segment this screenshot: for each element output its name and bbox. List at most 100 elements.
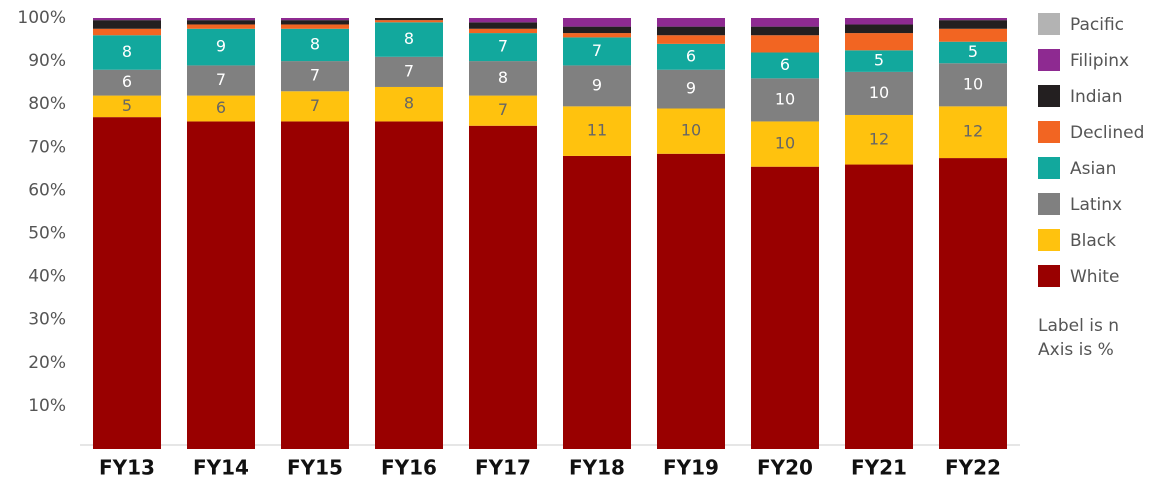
bar-segment <box>187 20 255 25</box>
bar-segment <box>375 18 443 21</box>
bar-segment <box>469 61 537 96</box>
y-tick-label: 30% <box>28 310 66 330</box>
bar-segment <box>563 65 631 107</box>
bar-segment <box>751 121 819 167</box>
x-tick-label: FY15 <box>287 456 343 480</box>
bar-segment <box>469 95 537 126</box>
x-tick-label: FY21 <box>851 456 907 480</box>
bar-segment <box>375 20 443 23</box>
bar-segment <box>469 22 537 29</box>
bar-segment <box>375 86 443 122</box>
data-label: 7 <box>310 66 320 85</box>
legend-label: Declined <box>1070 123 1144 143</box>
bar-segment <box>563 33 631 38</box>
y-tick-label: 60% <box>28 180 66 200</box>
bar-segment <box>657 18 725 27</box>
bar-segment <box>563 26 631 34</box>
bar-segment <box>751 52 819 79</box>
data-label: 11 <box>587 121 607 140</box>
x-tick-label: FY19 <box>663 456 719 480</box>
data-label: 5 <box>874 51 884 70</box>
bar-segment <box>93 18 161 21</box>
x-tick-label: FY17 <box>475 456 531 480</box>
bar-segment <box>751 26 819 36</box>
data-label: 5 <box>122 96 132 115</box>
bar-segment <box>657 43 725 70</box>
data-label: 9 <box>216 37 226 56</box>
bar-segment <box>187 95 255 122</box>
bar-segment <box>563 37 631 66</box>
data-label: 9 <box>592 75 602 94</box>
data-label: 8 <box>310 34 320 53</box>
bar-segment <box>281 91 349 122</box>
bar-segment <box>281 18 349 21</box>
x-tick-label: FY16 <box>381 456 437 480</box>
legend-label: Latinx <box>1070 195 1122 215</box>
bar-segment <box>751 166 819 449</box>
bar-segment <box>93 35 161 70</box>
bar-segment <box>845 24 913 34</box>
legend-label: Filipinx <box>1070 51 1129 71</box>
data-label: 7 <box>498 37 508 56</box>
data-label: 6 <box>216 98 226 117</box>
y-tick-label: 70% <box>28 137 66 157</box>
data-label: 6 <box>686 46 696 65</box>
bar-segment <box>187 18 255 21</box>
bar-segment <box>187 24 255 29</box>
data-label: 5 <box>968 42 978 61</box>
bar-segment <box>939 63 1007 107</box>
bar-segment <box>187 121 255 449</box>
data-label: 10 <box>681 121 701 140</box>
bar-segment <box>657 69 725 109</box>
bar-segment <box>375 56 443 87</box>
y-tick-label: 50% <box>28 224 66 244</box>
data-label: 10 <box>963 74 983 93</box>
data-label: 7 <box>498 100 508 119</box>
bar-segment <box>845 164 913 450</box>
data-label: 7 <box>404 61 414 80</box>
bar-segment <box>845 114 913 165</box>
bar-segment <box>563 155 631 450</box>
data-label: 7 <box>310 96 320 115</box>
data-label: 10 <box>775 134 795 153</box>
bar-segment <box>657 153 725 449</box>
y-tick-label: 10% <box>28 396 66 416</box>
legend-swatch <box>1038 121 1060 143</box>
data-label: 10 <box>775 89 795 108</box>
bar-segment <box>751 35 819 53</box>
x-tick-label: FY18 <box>569 456 625 480</box>
bar-segment <box>845 18 913 25</box>
data-label: 6 <box>122 72 132 91</box>
legend-swatch <box>1038 193 1060 215</box>
bar-segment <box>469 18 537 23</box>
legend-swatch <box>1038 157 1060 179</box>
data-label: 7 <box>592 41 602 60</box>
bar-segment <box>845 33 913 51</box>
bar-segment <box>375 121 443 449</box>
legend-swatch <box>1038 265 1060 287</box>
legend-label: Black <box>1070 231 1116 251</box>
y-tick-label: 90% <box>28 51 66 71</box>
legend-swatch <box>1038 229 1060 251</box>
data-label: 8 <box>498 68 508 87</box>
bar-segment <box>93 69 161 96</box>
legend-label: Indian <box>1070 87 1123 107</box>
data-label: 8 <box>404 29 414 48</box>
bar-segment <box>469 125 537 449</box>
legend-label: White <box>1070 267 1119 287</box>
bar-segment <box>939 18 1007 21</box>
bar-segment <box>93 95 161 118</box>
bar-segment <box>281 28 349 62</box>
bar-segment <box>281 61 349 92</box>
bar-segment <box>563 106 631 156</box>
y-tick-label: 20% <box>28 353 66 373</box>
legend-swatch <box>1038 13 1060 35</box>
bar-segment <box>845 71 913 115</box>
bar-segment <box>281 20 349 25</box>
legend-swatch <box>1038 85 1060 107</box>
data-label: 12 <box>963 122 983 141</box>
x-tick-label: FY22 <box>945 456 1001 480</box>
data-label: 9 <box>686 79 696 98</box>
bar-segment <box>657 108 725 154</box>
